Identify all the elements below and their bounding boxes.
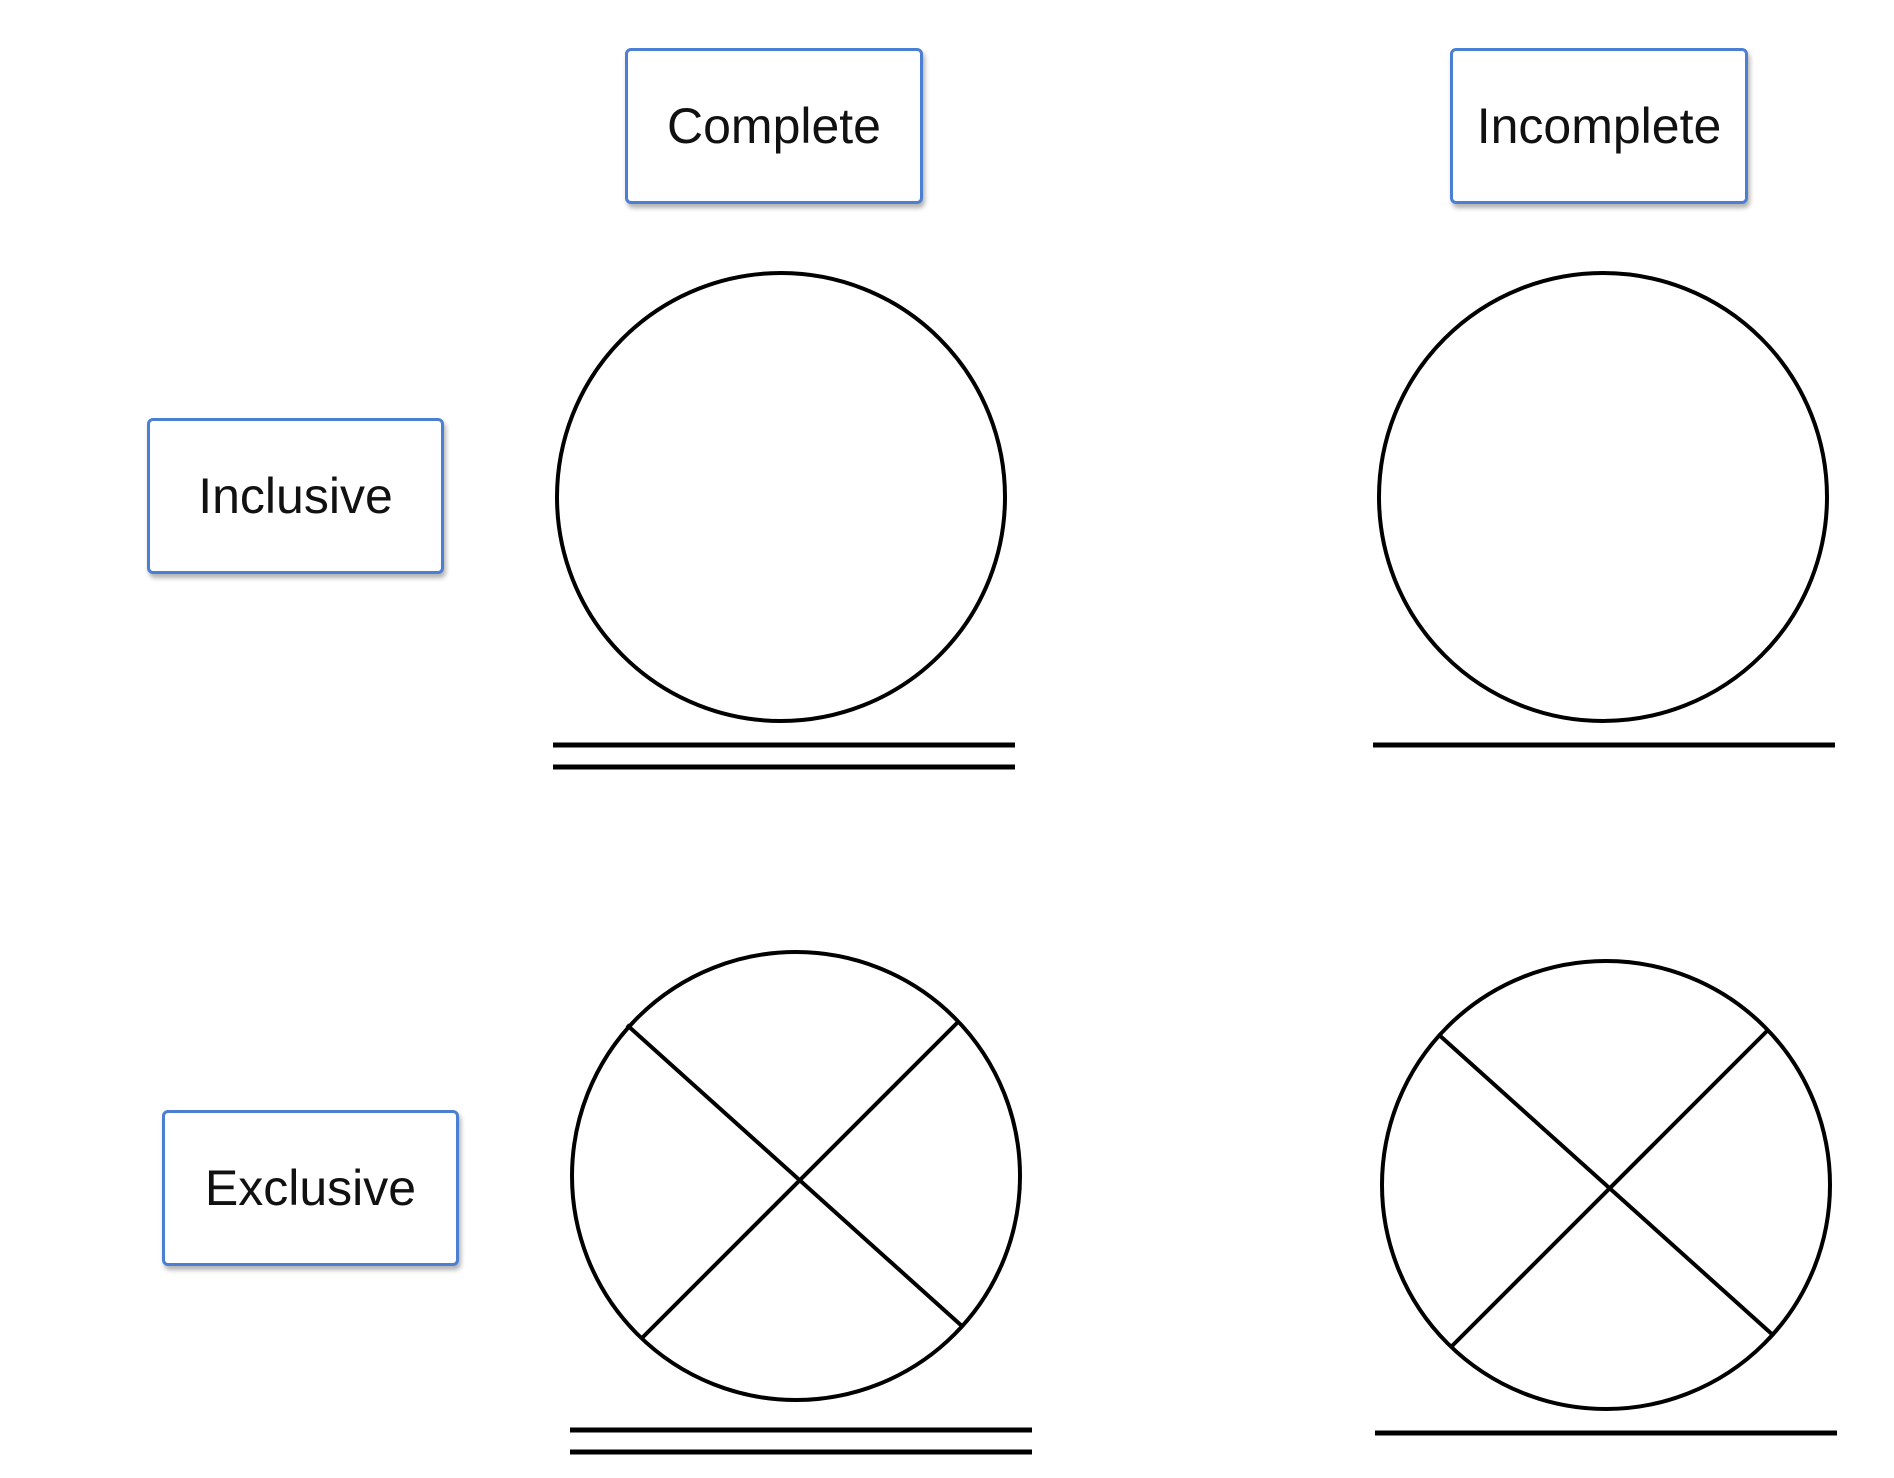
inclusive-incomplete-circle [1377, 271, 1829, 723]
exclusive-complete-cross-line-1 [625, 1023, 965, 1329]
exclusive-complete-circle [570, 950, 1022, 1402]
exclusive-incomplete-circle [1380, 959, 1832, 1411]
row-header-exclusive: Exclusive [162, 1110, 459, 1266]
exclusive-incomplete-cross-line-2 [1448, 1028, 1770, 1350]
exclusive-complete-cross-line-2 [639, 1019, 961, 1341]
exclusive-incomplete-cross-line-1 [1436, 1032, 1776, 1338]
symbol-exclusive-incomplete [1375, 959, 1837, 1436]
column-header-incomplete: Incomplete [1450, 48, 1748, 204]
inclusive-complete-circle [555, 271, 1007, 723]
symbol-inclusive-complete [553, 271, 1015, 770]
symbol-exclusive-complete [570, 950, 1032, 1455]
row-header-inclusive: Inclusive [147, 418, 444, 574]
symbol-inclusive-incomplete [1373, 271, 1835, 748]
column-header-complete: Complete [625, 48, 923, 204]
